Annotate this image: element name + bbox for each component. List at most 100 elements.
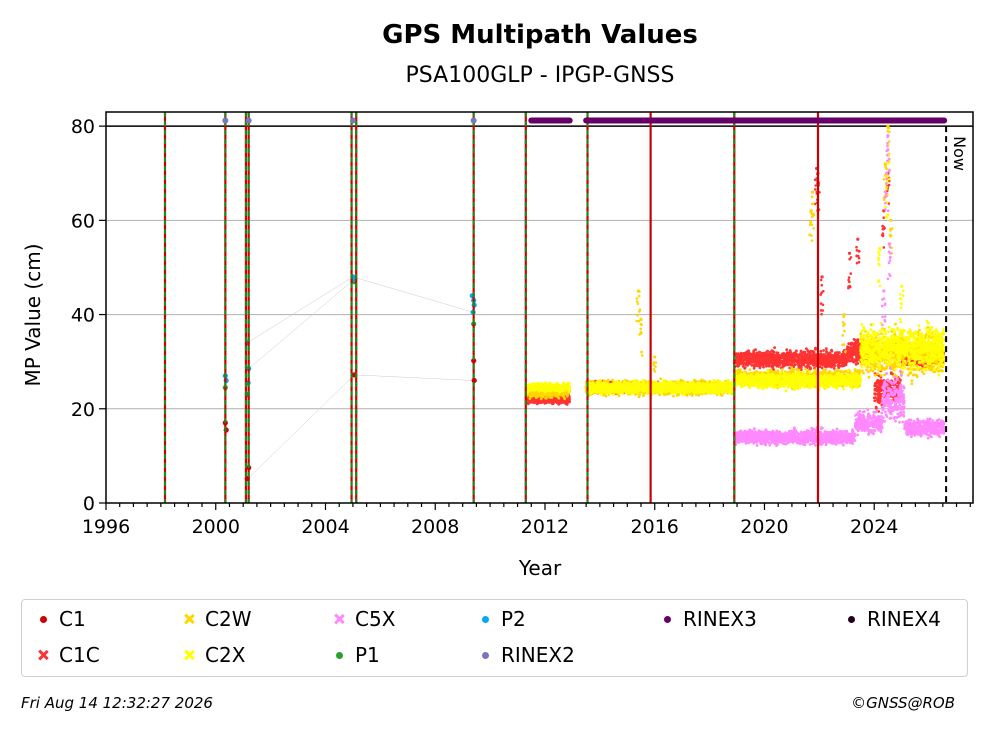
data-point xyxy=(814,346,817,350)
data-point xyxy=(832,367,836,370)
data-point xyxy=(561,392,565,396)
data-point xyxy=(814,184,817,187)
data-point xyxy=(882,246,886,249)
data-point xyxy=(659,377,663,381)
data-point xyxy=(820,275,824,279)
data-point xyxy=(856,356,860,360)
data-point xyxy=(801,359,805,362)
data-point xyxy=(855,254,858,258)
data-point xyxy=(855,245,858,249)
data-point xyxy=(856,362,860,365)
data-point xyxy=(547,392,550,395)
data-point xyxy=(746,355,750,359)
chart-title: GPS Multipath Values xyxy=(382,20,698,50)
data-point xyxy=(752,364,756,368)
data-point xyxy=(825,355,829,358)
data-point xyxy=(873,387,877,391)
data-point xyxy=(528,397,532,400)
data-point xyxy=(852,350,855,354)
data-point xyxy=(788,358,791,362)
data-point xyxy=(825,360,829,363)
data-point xyxy=(809,353,812,357)
data-point xyxy=(821,359,824,362)
data-point xyxy=(822,363,826,366)
data-point xyxy=(762,365,765,369)
data-point xyxy=(736,352,740,356)
data-point xyxy=(820,312,823,316)
data-point xyxy=(837,366,840,370)
data-point xyxy=(853,342,856,345)
data-point xyxy=(848,353,852,357)
data-point xyxy=(848,257,851,261)
data-point xyxy=(849,272,853,275)
data-point xyxy=(831,355,835,359)
data-point xyxy=(827,365,831,368)
data-point xyxy=(547,399,551,403)
data-point xyxy=(543,399,547,402)
data-point xyxy=(754,348,757,351)
data-point xyxy=(781,352,785,355)
data-point xyxy=(812,352,815,356)
data-point xyxy=(845,360,849,363)
data-point xyxy=(820,291,823,294)
data-point xyxy=(528,394,532,397)
data-point xyxy=(791,352,795,356)
data-point xyxy=(875,398,879,402)
data-point xyxy=(755,364,759,367)
connector-line xyxy=(354,374,474,381)
data-point xyxy=(878,399,882,402)
data-point xyxy=(772,362,776,366)
data-point xyxy=(736,364,740,368)
data-point xyxy=(771,352,774,355)
data-point xyxy=(830,360,834,364)
data-point xyxy=(781,356,785,360)
data-point xyxy=(876,392,880,396)
data-point xyxy=(830,349,834,353)
data-point xyxy=(738,359,742,363)
data-point xyxy=(850,356,854,360)
data-point xyxy=(790,363,793,367)
data-point xyxy=(872,396,876,400)
data-point xyxy=(857,256,861,260)
data-point xyxy=(556,394,560,398)
data-point xyxy=(841,354,845,358)
data-point xyxy=(810,358,814,362)
data-point xyxy=(814,188,817,191)
data-point xyxy=(748,359,752,363)
data-point xyxy=(760,356,764,359)
data-point xyxy=(888,383,891,387)
data-point xyxy=(796,362,800,366)
data-point xyxy=(557,402,561,406)
data-point xyxy=(770,349,774,353)
data-point xyxy=(820,366,824,370)
data-point xyxy=(844,363,848,367)
data-point xyxy=(804,355,808,358)
data-point xyxy=(763,353,767,357)
data-point xyxy=(879,389,883,393)
data-point xyxy=(758,353,762,357)
data-point xyxy=(752,350,755,354)
data-point xyxy=(735,357,739,361)
data-point xyxy=(753,358,757,362)
data-point xyxy=(847,278,850,282)
data-point xyxy=(760,353,764,357)
data-point xyxy=(847,276,851,279)
data-point xyxy=(853,358,857,362)
data-point xyxy=(785,348,789,351)
data-point xyxy=(768,352,772,356)
data-point xyxy=(798,365,802,368)
data-point xyxy=(802,361,806,365)
data-point xyxy=(847,251,852,255)
data-point xyxy=(552,391,556,395)
data-point xyxy=(797,354,801,358)
data-point xyxy=(760,362,763,366)
connector-line xyxy=(248,279,355,369)
connector-line xyxy=(247,374,355,479)
data-point xyxy=(772,356,776,360)
data-point xyxy=(821,303,825,307)
data-point xyxy=(748,353,752,356)
data-point xyxy=(809,367,812,370)
data-point xyxy=(854,338,858,342)
data-point xyxy=(543,401,547,405)
